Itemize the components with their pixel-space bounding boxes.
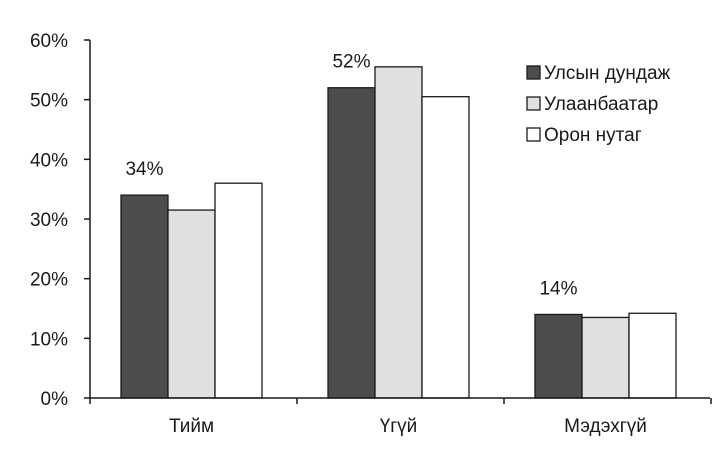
bar: [421, 96, 470, 399]
bar: [327, 87, 376, 399]
bar: [581, 316, 630, 399]
y-tick-label: 50%: [30, 91, 68, 112]
data-labels: 34% 52% 14%: [125, 52, 577, 300]
y-tick-label: 60%: [30, 31, 68, 52]
bars: [120, 66, 677, 399]
legend-label: Улсын дундаж: [544, 63, 671, 84]
legend-swatch: [526, 127, 541, 142]
data-label: 34%: [125, 159, 163, 180]
y-tick-label: 0%: [41, 389, 69, 410]
legend: Улсын дундаж Улаанбаатар Орон нутаг: [526, 63, 671, 146]
bar: [167, 209, 216, 399]
y-tick-label: 30%: [30, 210, 68, 231]
bar: [374, 66, 423, 399]
y-tick-label: 20%: [30, 270, 68, 291]
x-axis-ticks: Тийм Үгүй Мэдэхгүй: [89, 398, 712, 437]
legend-swatch: [526, 65, 541, 80]
bar: [628, 312, 677, 399]
y-axis-ticks: 0% 10% 20% 30% 40% 50% 60%: [30, 31, 90, 410]
x-category-label: Тийм: [169, 416, 214, 437]
x-category-label: Үгүй: [380, 416, 418, 437]
y-tick-label: 10%: [30, 329, 68, 350]
data-label: 52%: [332, 52, 370, 73]
bar: [214, 182, 263, 399]
data-label: 14%: [539, 278, 577, 299]
legend-label: Улаанбаатар: [544, 94, 658, 115]
legend-label: Орон нутаг: [544, 125, 642, 146]
bar: [120, 194, 169, 399]
x-category-label: Мэдэхгүй: [564, 416, 647, 437]
legend-swatch: [526, 96, 541, 111]
y-tick-label: 40%: [30, 150, 68, 171]
bar: [534, 313, 583, 399]
